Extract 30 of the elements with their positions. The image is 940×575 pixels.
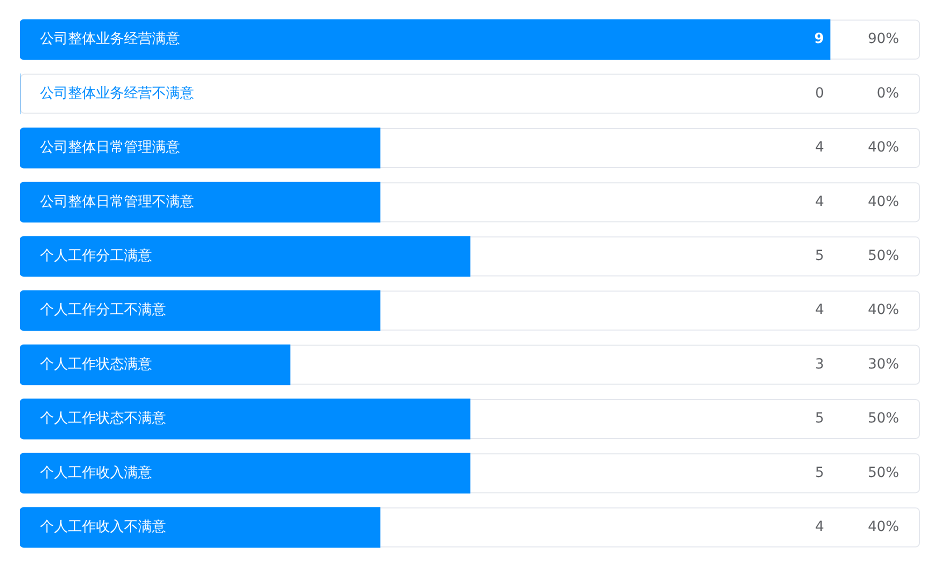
y-tick-label: 个人工作收入不满意 — [40, 519, 166, 536]
data-label: 40% — [868, 302, 899, 318]
y-tick-label: 个人工作状态满意 — [40, 356, 152, 372]
data-label: 50% — [868, 410, 899, 427]
data-label: 40% — [868, 194, 899, 210]
annotation: 4 — [815, 302, 824, 318]
y-tick-label: 公司整体日常管理满意 — [40, 140, 180, 156]
annotation: 9 — [814, 31, 824, 48]
annotation: 4 — [815, 194, 824, 210]
data-label: 40% — [868, 519, 899, 536]
data-label: 50% — [868, 248, 899, 264]
annotation: 4 — [815, 519, 824, 536]
y-tick-label: 个人工作状态不满意 — [40, 410, 166, 427]
y-tick-label: 个人工作分工不满意 — [40, 302, 166, 318]
data-label: 90% — [868, 31, 899, 48]
y-tick-label: 公司整体日常管理不满意 — [40, 194, 194, 210]
data-label: 40% — [868, 140, 899, 156]
data-label: 0% — [876, 85, 899, 102]
annotation: 4 — [815, 140, 824, 156]
y-tick-label: 个人工作收入满意 — [40, 464, 152, 481]
annotation: 5 — [815, 464, 824, 481]
annotation: 0 — [815, 85, 824, 102]
y-tick-label: 公司整体业务经营满意 — [40, 31, 180, 48]
data-label: 30% — [868, 356, 899, 372]
annotation: 3 — [815, 356, 824, 372]
annotation: 5 — [815, 248, 824, 264]
y-tick-label: 个人工作分工满意 — [40, 248, 152, 264]
data-label: 50% — [868, 464, 899, 481]
annotation: 5 — [815, 410, 824, 427]
y-tick-label: 公司整体业务经营不满意 — [40, 85, 194, 102]
